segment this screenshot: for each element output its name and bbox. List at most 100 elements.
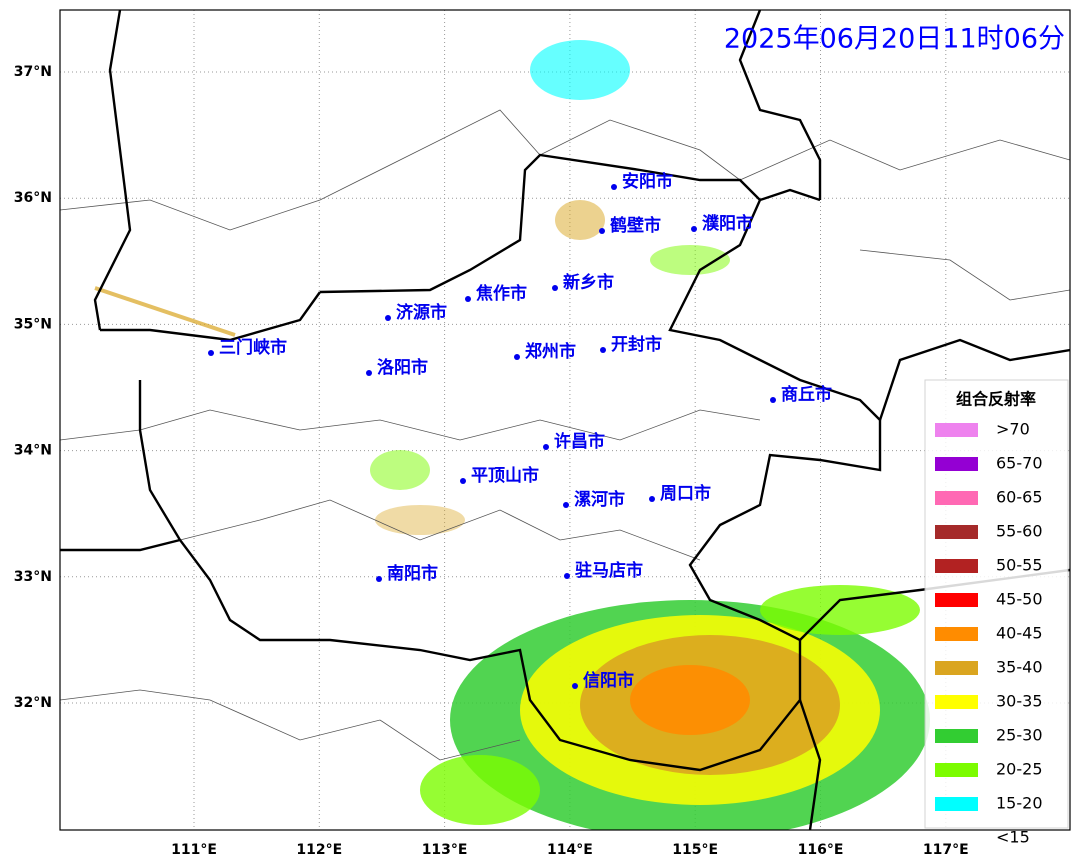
city-label: 新乡市	[563, 272, 614, 293]
y-tick-label: 35°N	[14, 316, 52, 332]
city-dot	[564, 573, 570, 579]
legend-label: 45-50	[996, 590, 1043, 609]
legend-label: 30-35	[996, 692, 1043, 711]
y-tick-label: 32°N	[14, 695, 52, 711]
city-label: 开封市	[611, 334, 662, 355]
city-dot	[572, 683, 578, 689]
legend-swatch	[935, 763, 978, 777]
legend-label: 15-20	[996, 794, 1043, 813]
echo	[555, 200, 605, 240]
province-boundary	[138, 153, 882, 772]
city-dot	[600, 347, 606, 353]
legend: >70 65-70 60-65 55-60 50-55 45-50 40-45 35-40 30…	[935, 420, 1043, 847]
echo	[760, 585, 920, 635]
city-label: 信阳市	[583, 670, 634, 691]
legend-swatch	[935, 491, 978, 505]
county-boundary	[60, 409, 761, 441]
province-boundary	[759, 188, 821, 202]
province-boundary	[93, 10, 132, 331]
legend-label: 20-25	[996, 760, 1043, 779]
echo	[375, 505, 465, 535]
x-tick-label: 114°E	[547, 842, 593, 858]
county-boundary	[179, 499, 701, 561]
city-label: 周口市	[660, 483, 711, 504]
echo	[94, 286, 236, 337]
city-label: 漯河市	[574, 489, 625, 510]
city-dot	[376, 576, 382, 582]
province-boundary	[60, 538, 181, 552]
y-tick-label: 33°N	[14, 569, 52, 585]
legend-swatch	[935, 695, 978, 709]
legend-swatch	[935, 661, 978, 675]
city-dot	[599, 228, 605, 234]
legend-label: >70	[996, 420, 1030, 439]
city-label: 焦作市	[475, 283, 527, 304]
echo	[530, 40, 630, 100]
y-tick-label: 34°N	[14, 443, 52, 459]
legend-label: 65-70	[996, 454, 1043, 473]
x-tick-label: 116°E	[798, 842, 844, 858]
city-dot	[691, 226, 697, 232]
legend-label: 55-60	[996, 522, 1043, 541]
legend-label: 40-45	[996, 624, 1043, 643]
city-label: 济源市	[396, 302, 447, 323]
city-label: 安阳市	[622, 171, 673, 192]
city-dot	[514, 354, 520, 360]
county-boundary	[60, 109, 1070, 231]
city-dot	[465, 296, 471, 302]
city-dot	[770, 397, 776, 403]
echo	[650, 245, 730, 275]
legend-label: 50-55	[996, 556, 1043, 575]
x-tick-label: 113°E	[422, 842, 468, 858]
province-boundary	[738, 10, 822, 200]
x-tick-label: 117°E	[923, 842, 969, 858]
province-boundary	[100, 291, 321, 342]
city-dot	[460, 478, 466, 484]
legend-title: 组合反射率	[956, 390, 1036, 409]
city-label: 平顶山市	[471, 465, 539, 486]
map-frame	[59, 9, 1071, 831]
city-dot	[649, 496, 655, 502]
legend-swatch	[935, 627, 978, 641]
city-dot	[366, 370, 372, 376]
city-label: 鹤壁市	[610, 215, 661, 236]
legend-swatch	[935, 525, 978, 539]
legend-swatch	[935, 831, 978, 845]
legend-swatch	[935, 423, 978, 437]
city-dot	[385, 315, 391, 321]
echo	[420, 755, 540, 825]
legend-label: 35-40	[996, 658, 1043, 677]
x-tick-label: 112°E	[296, 842, 342, 858]
city-label: 三门峡市	[219, 337, 287, 358]
city-label: 南阳市	[387, 563, 438, 584]
city-label: 洛阳市	[377, 357, 428, 378]
legend-swatch	[935, 729, 978, 743]
y-tick-label: 36°N	[14, 190, 52, 206]
legend-swatch	[935, 593, 978, 607]
city-label: 濮阳市	[702, 213, 753, 234]
echo	[630, 665, 750, 735]
city-label: 商丘市	[781, 384, 832, 405]
city-dot	[208, 350, 214, 356]
city-label: 驻马店市	[575, 560, 643, 581]
city-label: 郑州市	[525, 341, 576, 362]
city-dot	[552, 285, 558, 291]
city-label: 许昌市	[554, 431, 605, 452]
city-dot	[611, 184, 617, 190]
legend-swatch	[935, 559, 978, 573]
legend-swatch	[935, 797, 978, 811]
province-boundary	[878, 338, 1070, 421]
map-title: 2025年06月20日11时06分	[724, 24, 1065, 55]
province-boundary	[798, 699, 822, 830]
legend-swatch	[935, 457, 978, 471]
x-tick-label: 111°E	[171, 842, 217, 858]
echoes	[94, 40, 930, 830]
legend-label: <15	[996, 828, 1030, 847]
city-dot	[563, 502, 569, 508]
x-tick-label: 115°E	[672, 842, 718, 858]
echo	[370, 450, 430, 490]
county-boundary	[60, 689, 521, 761]
y-tick-label: 37°N	[14, 64, 52, 80]
